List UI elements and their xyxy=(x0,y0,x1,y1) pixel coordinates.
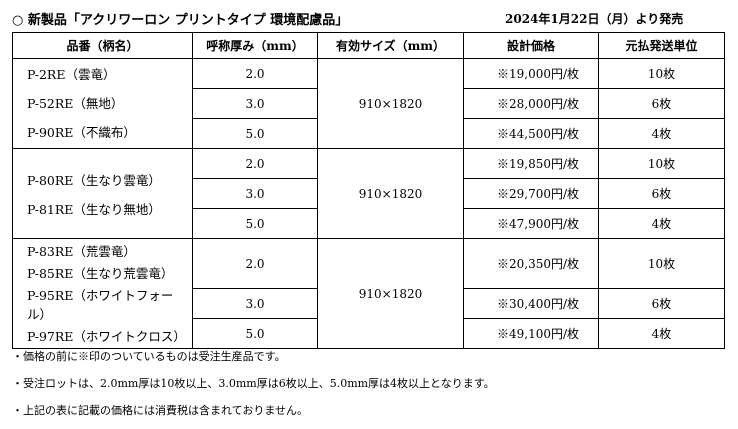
table-row: P-2RE（雲竜） P-52RE（無地） P-90RE（不織布） 2.0 910×182… xyxy=(12,58,725,149)
column-header: 品番（柄名） xyxy=(12,32,193,59)
table-row: 5.0 ※49,100円/枚 4枚 xyxy=(13,318,725,349)
price: ※19,000円/枚 xyxy=(463,58,599,89)
price: ※20,350円/枚 xyxy=(463,238,599,289)
thickness: 5.0 xyxy=(192,318,318,349)
product-cell: P-83RE（荒雲竜） P-85RE（生なり荒雲竜） P-95RE（ホワイトフォール… xyxy=(12,238,193,349)
row-group: P-83RE（荒雲竜） P-85RE（生なり荒雲竜） P-95RE（ホワイトフォール… xyxy=(12,238,725,349)
shipping-unit: 6枚 xyxy=(598,178,725,209)
thickness: 3.0 xyxy=(192,178,318,209)
product-name: P-83RE（荒雲竜） xyxy=(27,243,136,259)
product-name: P-95RE（ホワイトフォール） xyxy=(27,287,174,322)
product-name: P-80RE（生なり雲竜） xyxy=(27,172,161,188)
notes: ・価格の前に※印のついているものは受注生産品です。・受注ロットは、2.0mm厚は… xyxy=(12,348,495,429)
table-row: 3.0 ※30,400円/枚 6枚 xyxy=(13,288,725,319)
shipping-unit: 4枚 xyxy=(598,208,725,239)
note: ・価格の前に※印のついているものは受注生産品です。 xyxy=(12,350,286,363)
column-header: 設計価格 xyxy=(463,32,599,59)
thickness: 2.0 xyxy=(192,148,318,179)
shipping-unit: 6枚 xyxy=(598,288,725,319)
product-name: P-85RE（生なり荒雲竜） xyxy=(27,265,174,281)
table-row: 3.0 ※29,700円/枚 6枚 xyxy=(13,178,725,209)
thickness: 2.0 xyxy=(192,58,318,89)
table-row: 5.0 ※44,500円/枚 4枚 xyxy=(13,118,725,149)
title: ○ 新製品「アクリワーロン プリントタイプ 環境配慮品」 xyxy=(12,13,349,28)
price-table: 品番（柄名） 呼称厚み（mm） 有効サイズ（mm） 設計価格 元払発送単位 P-2RE（… xyxy=(12,32,725,349)
note: ・上記の表に記載の価格には消費税は含まれておりません。 xyxy=(12,404,309,417)
shipping-unit: 4枚 xyxy=(598,318,725,349)
header-row: 品番（柄名） 呼称厚み（mm） 有効サイズ（mm） 設計価格 元払発送単位 xyxy=(12,32,725,59)
shipping-unit: 4枚 xyxy=(598,118,725,149)
thickness: 5.0 xyxy=(192,208,318,239)
thickness: 3.0 xyxy=(192,88,318,119)
column-header: 元払発送単位 xyxy=(598,32,725,59)
column-header: 呼称厚み（mm） xyxy=(192,32,318,59)
price: ※30,400円/枚 xyxy=(463,288,599,319)
product-list: P-2RE（雲竜） P-52RE（無地） P-90RE（不織布） xyxy=(27,59,192,146)
note: ・受注ロットは、2.0mm厚は10枚以上、3.0mm厚は6枚以上、5.0mm厚は… xyxy=(12,377,495,390)
column-header: 有効サイズ（mm） xyxy=(317,32,464,59)
table-row: P-80RE（生なり雲竜） P-81RE（生なり無地） 2.0 910×1820 ※19… xyxy=(12,148,725,239)
thickness: 5.0 xyxy=(192,118,318,149)
shipping-unit: 10枚 xyxy=(598,58,725,89)
shipping-unit: 6枚 xyxy=(598,88,725,119)
shipping-unit: 10枚 xyxy=(598,148,725,179)
price: ※44,500円/枚 xyxy=(463,118,599,149)
thickness: 3.0 xyxy=(192,288,318,319)
product-cell: P-2RE（雲竜） P-52RE（無地） P-90RE（不織布） xyxy=(12,58,193,149)
table-row: P-83RE（荒雲竜） P-85RE（生なり荒雲竜） P-95RE（ホワイトフォール… xyxy=(12,238,725,349)
product-name: P-90RE（不織布） xyxy=(27,125,136,140)
product-cell: P-80RE（生なり雲竜） P-81RE（生なり無地） xyxy=(12,148,193,239)
shipping-unit: 10枚 xyxy=(598,238,725,289)
product-list: P-80RE（生なり雲竜） P-81RE（生なり無地） xyxy=(27,149,192,238)
product-name: P-2RE（雲竜） xyxy=(27,67,116,82)
product-name: P-97RE（ホワイトクロス） xyxy=(27,328,186,344)
row-group: P-80RE（生なり雲竜） P-81RE（生なり無地） 2.0 910×1820 ※19… xyxy=(12,148,725,239)
size: 910×1820 xyxy=(317,238,464,349)
thickness: 2.0 xyxy=(192,238,318,289)
row-group: P-2RE（雲竜） P-52RE（無地） P-90RE（不織布） 2.0 910×182… xyxy=(12,58,725,149)
product-name: P-52RE（無地） xyxy=(27,96,124,111)
table-row: 5.0 ※47,900円/枚 4枚 xyxy=(13,208,725,239)
price: ※19,850円/枚 xyxy=(463,148,599,179)
price: ※49,100円/枚 xyxy=(463,318,599,349)
product-name: P-81RE（生なり無地） xyxy=(27,201,161,217)
size: 910×1820 xyxy=(317,148,464,239)
release-date: 2024年1月22日（月）より発売 xyxy=(505,12,684,26)
price: ※47,900円/枚 xyxy=(463,208,599,239)
price: ※29,700円/枚 xyxy=(463,178,599,209)
table-row: 3.0 ※28,000円/枚 6枚 xyxy=(13,88,725,119)
price: ※28,000円/枚 xyxy=(463,88,599,119)
product-list: P-83RE（荒雲竜） P-85RE（生なり荒雲竜） P-95RE（ホワイトフォール… xyxy=(27,239,192,346)
size: 910×1820 xyxy=(317,58,464,149)
